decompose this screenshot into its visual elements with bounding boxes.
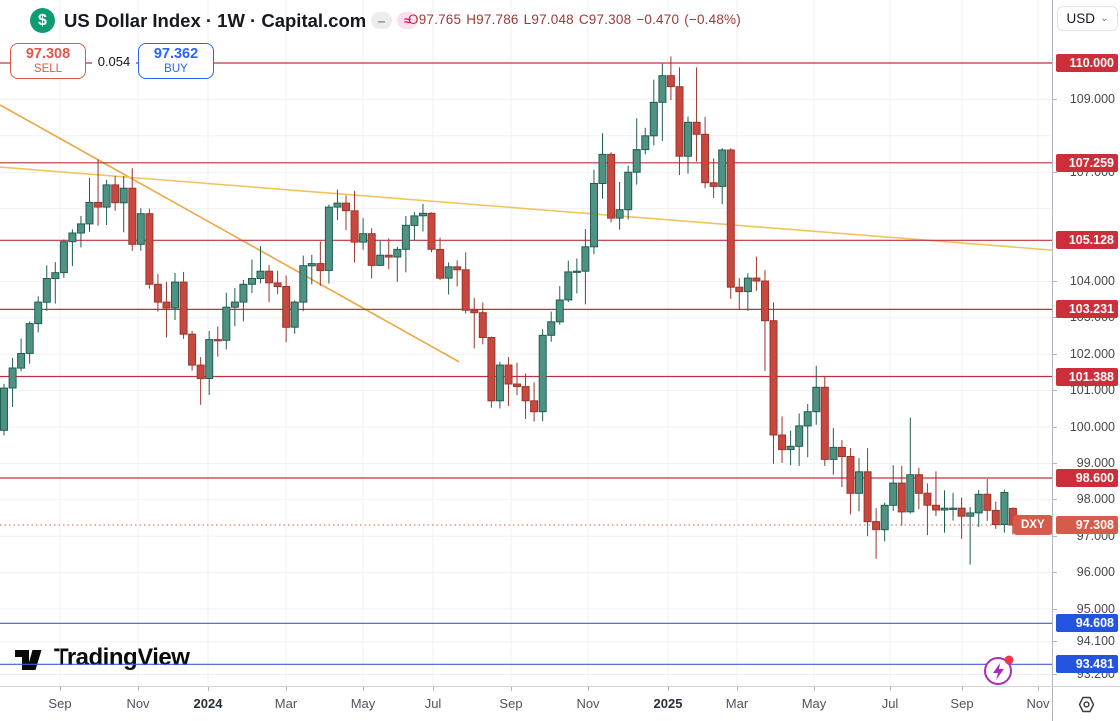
time-axis-year-label: 2025 <box>653 696 683 711</box>
time-axis-tick <box>890 687 891 691</box>
price-level-badge-105.128[interactable]: 105.128 <box>1056 231 1118 250</box>
price-axis-tick <box>1053 462 1057 464</box>
price-axis-tick <box>1053 426 1057 428</box>
price-axis-tick <box>1053 535 1057 537</box>
price-axis-tick <box>1053 98 1057 100</box>
price-axis-label: 109.000 <box>1069 91 1115 106</box>
time-axis-month-label: Sep <box>950 696 974 711</box>
axis-settings-corner[interactable] <box>1052 686 1120 721</box>
time-axis-month-label: Mar <box>274 696 298 711</box>
synthetic-data-icon[interactable]: ≈ <box>396 12 419 29</box>
symbol-header: $ US Dollar Index · 1W · Capital.com ‒ ≈ <box>30 8 419 33</box>
price-axis-label: 99.000 <box>1076 455 1115 470</box>
time-axis-month-label: Nov <box>126 696 150 711</box>
time-axis-month-label: Jul <box>424 696 442 711</box>
delayed-data-icon[interactable]: ‒ <box>371 12 392 29</box>
dollar-symbol-icon: $ <box>30 8 55 33</box>
price-axis-label: 94.100 <box>1076 634 1115 649</box>
time-axis-tick <box>60 687 61 691</box>
symbol-flag-text: DXY <box>1021 519 1045 531</box>
price-level-badge-101.388[interactable]: 101.388 <box>1056 367 1118 386</box>
buy-button[interactable]: 97.362 BUY <box>138 43 214 79</box>
price-axis-label: 96.000 <box>1076 565 1115 580</box>
chevron-down-icon: ⌄ <box>1100 13 1109 24</box>
tradingview-logo-icon <box>15 650 42 670</box>
time-axis[interactable]: Sep Nov 2024 Mar May Jul Sep Nov 2025 Mar May Jul Se… <box>0 686 1120 721</box>
price-level-badge-103.231[interactable]: 103.231 <box>1056 300 1118 319</box>
time-axis-tick <box>1038 687 1039 691</box>
time-axis-tick <box>208 687 209 691</box>
price-axis-tick <box>1053 608 1057 610</box>
price-axis-label: 102.000 <box>1069 346 1115 361</box>
spread-value: 0.054 <box>92 53 136 70</box>
time-axis-tick <box>138 687 139 691</box>
buy-price: 97.362 <box>153 46 199 63</box>
buy-label: BUY <box>164 62 188 75</box>
price-axis-tick <box>1053 674 1057 675</box>
time-axis-month-label: Nov <box>576 696 600 711</box>
price-level-badge-107.259[interactable]: 107.259 <box>1056 153 1118 172</box>
price-axis[interactable]: USD ⌄ 109.000107.000104.000103.000102.00… <box>1052 0 1120 686</box>
price-level-badge-94.608[interactable]: 94.608 <box>1056 614 1118 633</box>
price-axis-label: 95.000 <box>1076 601 1115 616</box>
time-axis-tick <box>737 687 738 691</box>
alert-lightning-icon[interactable] <box>980 653 1020 698</box>
time-axis-tick <box>962 687 963 691</box>
price-axis-tick <box>1053 499 1057 501</box>
ohlc-change-pct: (−0.48%) <box>684 12 741 27</box>
ohlc-open: O97.765 <box>408 12 462 27</box>
time-axis-month-label: May <box>350 696 376 711</box>
tradingview-watermark-text: TradingView <box>54 644 190 671</box>
price-axis-tick <box>1053 390 1057 392</box>
price-axis-label: 100.000 <box>1069 419 1115 434</box>
price-axis-tick <box>1053 280 1057 282</box>
currency-label: USD <box>1066 11 1096 26</box>
time-axis-month-label: Sep <box>499 696 523 711</box>
price-axis-tick <box>1053 353 1057 355</box>
price-axis-label: 101.000 <box>1069 383 1115 398</box>
time-axis-month-label: Sep <box>48 696 72 711</box>
ohlc-change: −0.470 <box>636 12 680 27</box>
ohlc-readout: O97.765 H97.786 L97.048 C97.308 −0.470 (−0.48… <box>408 12 746 27</box>
price-level-badge-110.000[interactable]: 110.000 <box>1056 54 1118 72</box>
tradingview-watermark[interactable]: TradingView <box>14 644 190 672</box>
price-axis-tick <box>1053 171 1057 173</box>
time-axis-tick <box>668 687 669 691</box>
price-axis-tick <box>1053 572 1057 574</box>
axis-settings-icon[interactable] <box>1076 694 1097 715</box>
price-axis-tick <box>1053 317 1057 319</box>
symbol-price-flag: DXY <box>1013 515 1053 535</box>
price-axis-tick <box>1053 641 1057 643</box>
ohlc-close: C97.308 <box>578 12 632 27</box>
sell-label: SELL <box>33 62 63 75</box>
time-axis-tick <box>433 687 434 691</box>
time-axis-tick <box>511 687 512 691</box>
sell-price: 97.308 <box>25 46 71 63</box>
time-axis-tick <box>286 687 287 691</box>
time-axis-tick <box>814 687 815 691</box>
time-axis-month-label: May <box>801 696 827 711</box>
last-price-badge[interactable]: 97.308 <box>1056 516 1118 534</box>
currency-selector-button[interactable]: USD ⌄ <box>1057 6 1118 31</box>
time-axis-month-label: Jul <box>881 696 899 711</box>
time-axis-year-label: 2024 <box>193 696 223 711</box>
price-level-badge-98.600[interactable]: 98.600 <box>1056 469 1118 487</box>
price-level-badge-93.481[interactable]: 93.481 <box>1056 655 1118 674</box>
candlestick-chart[interactable] <box>0 0 1052 686</box>
time-axis-month-label: Mar <box>725 696 749 711</box>
ohlc-low: L97.048 <box>523 12 574 27</box>
sell-button[interactable]: 97.308 SELL <box>10 43 86 79</box>
ohlc-high: H97.786 <box>466 12 519 27</box>
symbol-title[interactable]: US Dollar Index · 1W · Capital.com <box>64 9 367 31</box>
time-axis-tick <box>363 687 364 691</box>
price-axis-label: 98.000 <box>1076 492 1115 507</box>
time-axis-month-label: Nov <box>1026 696 1050 711</box>
price-axis-label: 104.000 <box>1069 273 1115 288</box>
time-axis-tick <box>588 687 589 691</box>
